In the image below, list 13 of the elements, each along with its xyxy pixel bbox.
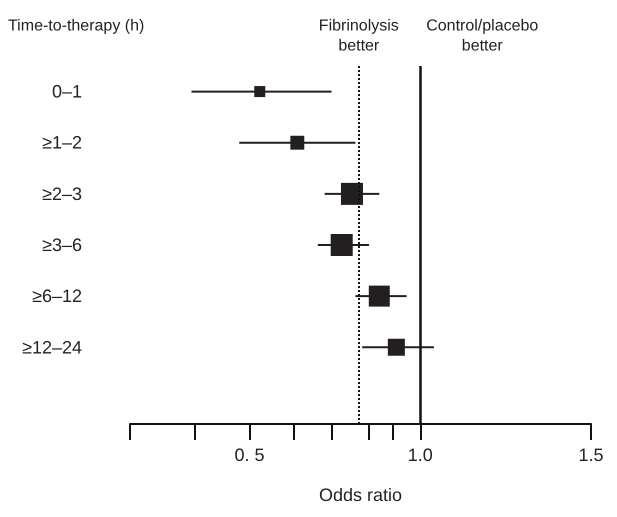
x-tick-label: 1.5 [578, 445, 604, 465]
x-tick-label: 0. 5 [234, 445, 265, 465]
y-tick-label: ≥1–2 [42, 132, 82, 153]
x-axis-title: Odds ratio [318, 485, 402, 505]
y-tick-label: ≥3–6 [42, 235, 82, 255]
x-tick-label: 1.0 [408, 445, 433, 465]
y-axis-title: Time-to-therapy (h) [8, 18, 144, 34]
ref-line-label: Fibrinolysis better [318, 18, 399, 54]
y-tick-label: ≥2–3 [42, 184, 82, 204]
y-tick-label: ≥12–24 [22, 337, 82, 358]
y-tick-label: 0–1 [52, 82, 82, 102]
ref-line-label: Control/placebo better [426, 18, 538, 54]
y-tick-label: ≥6–12 [32, 286, 82, 306]
